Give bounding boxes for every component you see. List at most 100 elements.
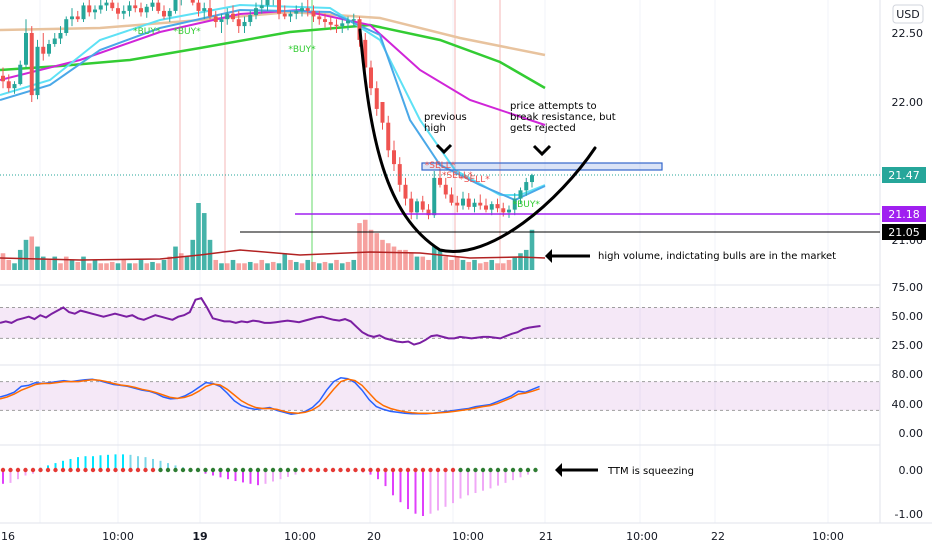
ttm-squeeze-dot bbox=[233, 467, 238, 473]
candle-body bbox=[104, 2, 109, 6]
volume-bar bbox=[132, 263, 138, 270]
volume-bar bbox=[426, 259, 431, 270]
ttm-squeeze-dot bbox=[210, 467, 216, 473]
volume-bar bbox=[115, 263, 121, 270]
rsi-line bbox=[0, 297, 541, 346]
oscillator-band bbox=[0, 307, 880, 339]
candle-body bbox=[363, 39, 368, 68]
stoch-tick-label: 0.00 bbox=[899, 427, 924, 440]
candle-body bbox=[236, 19, 241, 27]
volume-bar bbox=[52, 256, 58, 270]
volume-bar bbox=[385, 243, 391, 270]
ttm-squeeze-dot bbox=[8, 467, 13, 473]
candle-body bbox=[248, 15, 253, 22]
ttm-squeeze-dot bbox=[263, 467, 268, 473]
candle-body bbox=[116, 8, 120, 14]
ttm-squeeze-dot bbox=[443, 467, 448, 473]
ttm-squeeze-dot bbox=[240, 467, 246, 473]
volume-bar bbox=[121, 259, 127, 270]
candle-body bbox=[311, 10, 316, 17]
candle-body bbox=[29, 33, 34, 96]
volume-bar bbox=[512, 256, 518, 270]
volume-bar bbox=[230, 259, 236, 270]
volume-bar bbox=[449, 259, 454, 270]
candle-body bbox=[380, 102, 385, 123]
arrow-head-icon bbox=[555, 463, 562, 477]
currency-button[interactable] bbox=[892, 4, 924, 24]
volume-bar bbox=[282, 253, 288, 270]
candle-body bbox=[265, 0, 270, 6]
candle-body bbox=[81, 5, 86, 20]
candle-body bbox=[282, 13, 287, 17]
volume-bar bbox=[270, 261, 276, 270]
candle-body bbox=[41, 46, 46, 54]
ttm-squeeze-dot bbox=[45, 467, 51, 473]
ttm-squeeze-dot bbox=[495, 467, 501, 473]
signal-label: *BUY* bbox=[513, 200, 541, 210]
candle-body bbox=[127, 5, 132, 11]
volume-bar bbox=[518, 253, 523, 270]
rsi-pane: 75.00 50.00 25.00 bbox=[0, 281, 923, 352]
time-tick-label: 22 bbox=[711, 530, 725, 543]
ttm-squeeze-dot bbox=[195, 467, 201, 473]
volume-bar bbox=[339, 263, 345, 270]
volume-bar bbox=[414, 256, 420, 270]
candle-body bbox=[438, 177, 442, 185]
candle-body bbox=[202, 8, 207, 11]
signal-label: *SELL* bbox=[459, 175, 490, 185]
signal-label: *BUY* bbox=[133, 27, 161, 37]
volume-bar bbox=[454, 256, 460, 270]
volume-bar bbox=[483, 261, 489, 270]
volume-bar bbox=[345, 261, 351, 270]
candle-body bbox=[323, 19, 327, 22]
ttm-squeeze-dot bbox=[75, 467, 81, 473]
candle-body bbox=[35, 46, 40, 96]
candle-body bbox=[121, 10, 126, 14]
volume-bar bbox=[311, 261, 316, 270]
candle-body bbox=[64, 19, 69, 33]
signal-label: *SELL* bbox=[425, 161, 456, 171]
price-levels bbox=[0, 162, 880, 233]
volume-bar bbox=[224, 263, 230, 270]
ttm-squeeze-dot bbox=[248, 467, 253, 473]
candle-body bbox=[478, 202, 483, 206]
volume-bar bbox=[420, 256, 426, 270]
volume-bar bbox=[328, 263, 334, 270]
candle-body bbox=[18, 64, 23, 85]
ttm-squeeze-dot bbox=[105, 467, 111, 473]
annotation-ttm: TTM is squeezing bbox=[607, 466, 694, 477]
volume-bar bbox=[316, 263, 322, 270]
volume-bar bbox=[127, 263, 132, 270]
volume-bar bbox=[443, 256, 449, 270]
volume-bar bbox=[299, 263, 305, 270]
ttm-squeeze-dot bbox=[165, 467, 171, 473]
volume-bar bbox=[12, 263, 17, 270]
candle-body bbox=[162, 10, 166, 17]
ttm-squeeze-dot bbox=[308, 467, 313, 473]
volume-bar bbox=[58, 263, 63, 270]
stoch-tick-label: 40.00 bbox=[892, 398, 924, 411]
ttm-squeeze-dot bbox=[278, 467, 283, 473]
candle-body bbox=[208, 8, 212, 17]
price-label-box bbox=[882, 224, 926, 240]
candle-body bbox=[403, 184, 408, 199]
ttm-squeeze-dot bbox=[368, 467, 373, 473]
time-tick-label: 10:00 bbox=[812, 530, 844, 543]
signal-labels: *BUY* *BUY* *BUY* *SELL**SELL**SELL* *BUY* bbox=[133, 27, 540, 210]
time-tick-label: 16 bbox=[1, 530, 15, 543]
volume-bar bbox=[75, 261, 81, 270]
volume-bar bbox=[334, 259, 339, 270]
volume-bar bbox=[104, 263, 109, 270]
ttm-squeeze-dot bbox=[488, 467, 493, 473]
price-label-box bbox=[882, 206, 926, 222]
arrow-head-icon bbox=[545, 249, 552, 263]
ttm-squeeze-dot bbox=[420, 467, 426, 473]
ttm-squeeze-dot bbox=[135, 467, 141, 473]
candle-body bbox=[305, 8, 310, 11]
volume-bar bbox=[63, 256, 69, 270]
ttm-squeeze-dot bbox=[30, 467, 36, 473]
ttm-squeeze-dot bbox=[390, 467, 396, 473]
volume-bar bbox=[408, 253, 414, 270]
